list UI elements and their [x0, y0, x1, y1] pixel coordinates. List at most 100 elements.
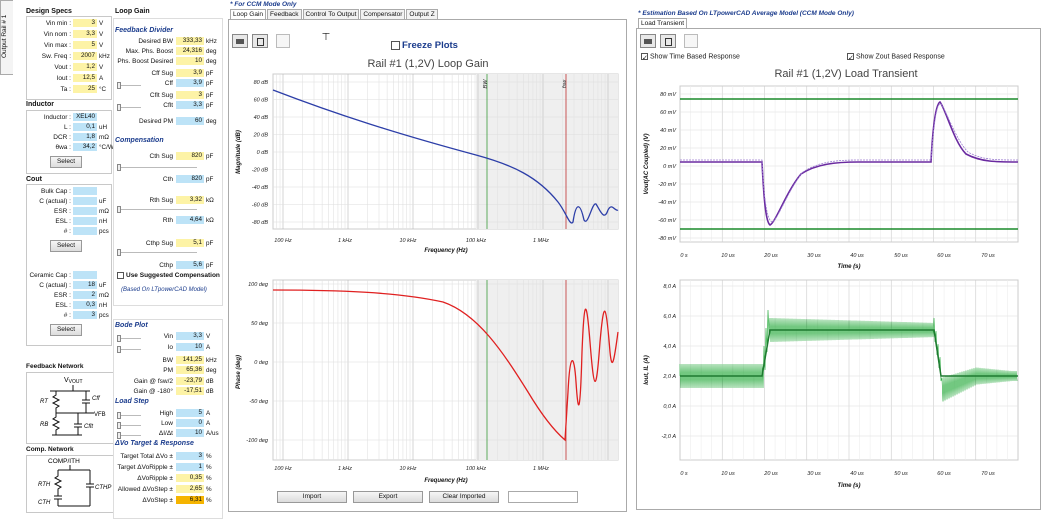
zoom-icon-right[interactable]	[684, 34, 698, 48]
bode-plot-row-value[interactable]: 3,3	[176, 332, 204, 340]
inductor-row-value[interactable]: XEL40	[73, 113, 97, 121]
show-time-based[interactable]: ✓ Show Time Based Response	[641, 53, 740, 62]
import-filename-field[interactable]	[508, 491, 578, 503]
target-response-row-value[interactable]: 2,65	[176, 485, 204, 493]
bode-plot-row-value[interactable]: 10	[176, 343, 204, 351]
loop-gain-plot-panel: * For CCM Mode Only Loop Gain Feedback Con…	[228, 0, 630, 515]
print-icon-right[interactable]	[640, 34, 656, 48]
bulk-cap-row-value[interactable]	[73, 197, 97, 205]
inductor-row-value[interactable]: 1,8	[73, 133, 97, 141]
output-rail-tab[interactable]: Output Rail # 1	[0, 0, 13, 75]
ceramic-cap-row-value[interactable]: 18	[73, 281, 97, 289]
zoom-icon[interactable]	[276, 34, 290, 48]
tab-output-z[interactable]: Output Z	[406, 9, 438, 19]
design-spec-row-value[interactable]: 12,5	[73, 74, 97, 82]
tab-load-transient[interactable]: Load Transient	[638, 18, 688, 28]
didt-slider[interactable]	[117, 432, 141, 439]
compensation-row-value[interactable]: 820	[176, 152, 204, 160]
feedback-divider-row-value[interactable]: 3	[176, 91, 204, 99]
ceramic-cap-row-label: C (actual) :	[39, 282, 71, 289]
ceramic-cap-row-value[interactable]: 0,3	[73, 301, 97, 309]
copy-icon[interactable]	[252, 34, 268, 48]
feedback-divider-row-value[interactable]: 10	[176, 57, 204, 65]
bulk-cap-row-value[interactable]	[73, 187, 97, 195]
load-step-row-value[interactable]: 10	[176, 429, 204, 437]
vout-xlabel: Time (s)	[838, 264, 861, 270]
io-slider[interactable]	[117, 346, 141, 353]
high-slider[interactable]	[117, 412, 141, 419]
inductor-row-value[interactable]: 0,1	[73, 123, 97, 131]
compensation-row-value[interactable]: 5,1	[176, 239, 204, 247]
freeze-plots-checkbox[interactable]	[391, 40, 400, 50]
show-zout-based[interactable]: ✓ Show Zout Based Response	[847, 53, 945, 62]
feedback-divider-row-label: Cflt Sug	[149, 92, 173, 99]
tab-compensator[interactable]: Compensator	[360, 9, 406, 19]
freeze-plots[interactable]: Freeze Plots	[391, 40, 458, 51]
show-zout-checkbox[interactable]: ✓	[847, 53, 854, 62]
feedback-divider-row-value[interactable]: 3,9	[176, 69, 204, 77]
cth-slider[interactable]	[117, 164, 197, 171]
compensation-row-value[interactable]: 820	[176, 175, 204, 183]
bode-plot-row-value[interactable]: -17,51	[176, 387, 204, 395]
show-zout-label: Show Zout Based Response	[856, 53, 945, 61]
target-response-row-value[interactable]: 0,35	[176, 474, 204, 482]
design-spec-row-value[interactable]: 2007	[73, 52, 97, 60]
target-response-row-value[interactable]: 1	[176, 463, 204, 471]
cff-slider[interactable]	[117, 82, 141, 89]
inductor-select-button[interactable]: Select	[50, 156, 82, 168]
bode-plot-row-label: BW	[162, 357, 173, 364]
design-spec-row-value[interactable]: 1,2	[73, 63, 97, 71]
bode-plot-row-unit: dB	[206, 388, 214, 395]
load-step-row-value[interactable]: 5	[176, 409, 204, 417]
feedback-divider-row-value[interactable]: 3,3	[176, 101, 204, 109]
use-suggested-compensation[interactable]: Use Suggested Compensation	[117, 272, 220, 279]
use-suggested-checkbox[interactable]	[117, 272, 124, 279]
show-time-checkbox[interactable]: ✓	[641, 53, 648, 62]
design-spec-row-value[interactable]: 3	[73, 19, 97, 27]
design-spec-row-value[interactable]: 3,3	[73, 30, 97, 38]
clear-imported-button[interactable]: Clear Imported	[429, 491, 499, 503]
design-spec-row-label: Vin max :	[44, 42, 71, 49]
rth-slider[interactable]	[117, 206, 197, 213]
cthp-slider[interactable]	[117, 249, 197, 256]
ceramic-cap-row-value[interactable]	[73, 271, 97, 279]
vin-slider[interactable]	[117, 335, 141, 342]
compensation-row-value[interactable]: 5,6	[176, 261, 204, 269]
target-response-row-value[interactable]: 6,31	[176, 496, 204, 504]
bulk-cap-row-value[interactable]	[73, 227, 97, 235]
target-response-row-value[interactable]: 3	[176, 452, 204, 460]
feedback-divider-row-value[interactable]: 333,33	[176, 37, 204, 45]
inductor-row-value[interactable]: 34,2	[73, 143, 97, 151]
tab-loop-gain[interactable]: Loop Gain	[230, 9, 266, 19]
import-button[interactable]: Import	[277, 491, 347, 503]
export-button[interactable]: Export	[353, 491, 423, 503]
vout-xtick: 30 us	[807, 253, 821, 259]
feedback-divider-row-value[interactable]: 3,9	[176, 79, 204, 87]
ceramic-cap-row-value[interactable]: 3	[73, 311, 97, 319]
iout-ytick: 0,0 A	[663, 404, 676, 410]
compensation-row-value[interactable]: 4,64	[176, 216, 204, 224]
vout-xtick: 10 us	[721, 253, 735, 259]
tab-control-to-output[interactable]: Control To Output	[302, 9, 360, 19]
bulk-cap-select-button[interactable]: Select	[50, 240, 82, 252]
ceramic-cap-row-value[interactable]: 2	[73, 291, 97, 299]
print-icon[interactable]	[232, 34, 248, 48]
feedback-divider-row-value[interactable]: 60	[176, 117, 204, 125]
low-slider[interactable]	[117, 422, 141, 429]
copy-icon-right[interactable]	[660, 34, 676, 48]
feedback-divider-row-value[interactable]: 24,316	[176, 47, 204, 55]
design-spec-row-value[interactable]: 5	[73, 41, 97, 49]
bulk-cap-row-value[interactable]	[73, 207, 97, 215]
load-step-row-value[interactable]: 0	[176, 419, 204, 427]
bode-plot-row-value[interactable]: 65,36	[176, 366, 204, 374]
bode-plot-row-value[interactable]: -23,79	[176, 377, 204, 385]
compensation-row-value[interactable]: 3,32	[176, 196, 204, 204]
ceramic-cap-row-unit: uF	[99, 282, 107, 289]
cursor-icon[interactable]: ⊤	[321, 32, 331, 43]
cflt-slider[interactable]	[117, 104, 141, 111]
design-spec-row-value[interactable]: 25	[73, 85, 97, 93]
ceramic-cap-select-button[interactable]: Select	[50, 324, 82, 336]
tab-feedback[interactable]: Feedback	[267, 9, 302, 19]
bulk-cap-row-value[interactable]	[73, 217, 97, 225]
bode-plot-row-value[interactable]: 141,25	[176, 356, 204, 364]
